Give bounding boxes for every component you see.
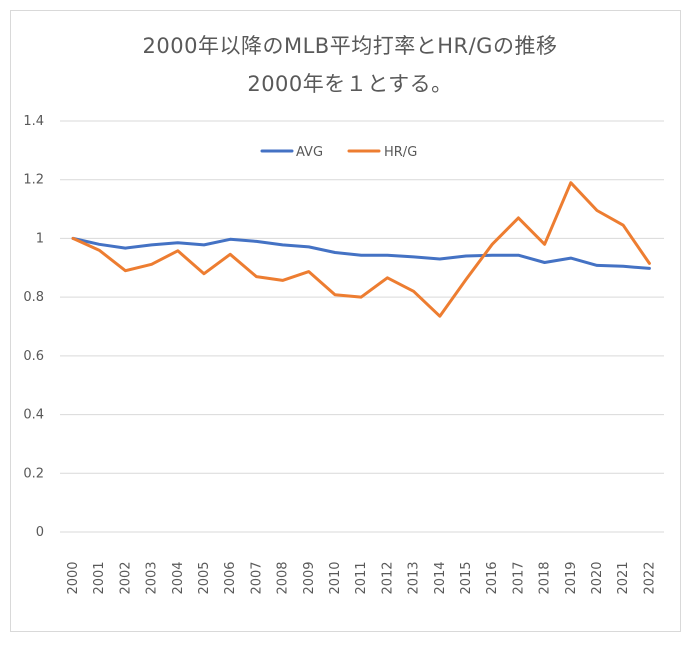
- legend-label: AVG: [296, 145, 323, 160]
- series-line-avg: [71, 236, 651, 270]
- x-tick-label: 2014: [433, 561, 448, 594]
- y-tick-label: 0: [36, 525, 44, 540]
- x-tick-label: 2011: [354, 561, 369, 594]
- x-tick-label: 2009: [302, 561, 317, 594]
- y-tick-label: 0.4: [23, 408, 44, 423]
- x-tick-label: 2000: [66, 561, 81, 594]
- x-tick-label: 2004: [171, 561, 186, 594]
- x-tick-label: 2008: [276, 561, 291, 594]
- x-tick-label: 2017: [511, 561, 526, 594]
- x-tick-label: 2007: [249, 561, 264, 594]
- x-tick-label: 2005: [197, 561, 212, 594]
- x-tick-label: 2019: [564, 561, 579, 594]
- x-tick-label: 2013: [407, 561, 422, 594]
- chart-title: 2000年以降のMLB平均打率とHR/Gの推移: [142, 34, 558, 58]
- legend-label: HR/G: [384, 145, 417, 160]
- x-tick-label: 2002: [118, 561, 133, 594]
- x-tick-label: 2015: [459, 561, 474, 594]
- series-line-hr-g: [71, 181, 651, 318]
- y-tick-label: 1.2: [23, 173, 44, 188]
- chart-subtitle: 2000年を１とする。: [247, 72, 453, 96]
- x-tick-label: 2010: [328, 561, 343, 594]
- y-tick-label: 1.4: [23, 114, 44, 129]
- x-tick-label: 2022: [642, 561, 657, 594]
- x-tick-label: 2003: [145, 561, 160, 594]
- chart-frame: [10, 10, 681, 632]
- x-tick-label: 2016: [485, 561, 500, 594]
- x-tick-label: 2012: [380, 561, 395, 594]
- x-tick-label: 2021: [616, 561, 631, 594]
- y-tick-label: 1: [36, 231, 44, 246]
- y-tick-label: 0.6: [23, 349, 44, 364]
- y-tick-label: 0.2: [23, 466, 44, 481]
- x-tick-label: 2006: [223, 561, 238, 594]
- x-tick-label: 2020: [590, 561, 605, 594]
- y-tick-label: 0.8: [23, 290, 44, 305]
- x-tick-label: 2018: [538, 561, 553, 594]
- x-tick-label: 2001: [92, 561, 107, 594]
